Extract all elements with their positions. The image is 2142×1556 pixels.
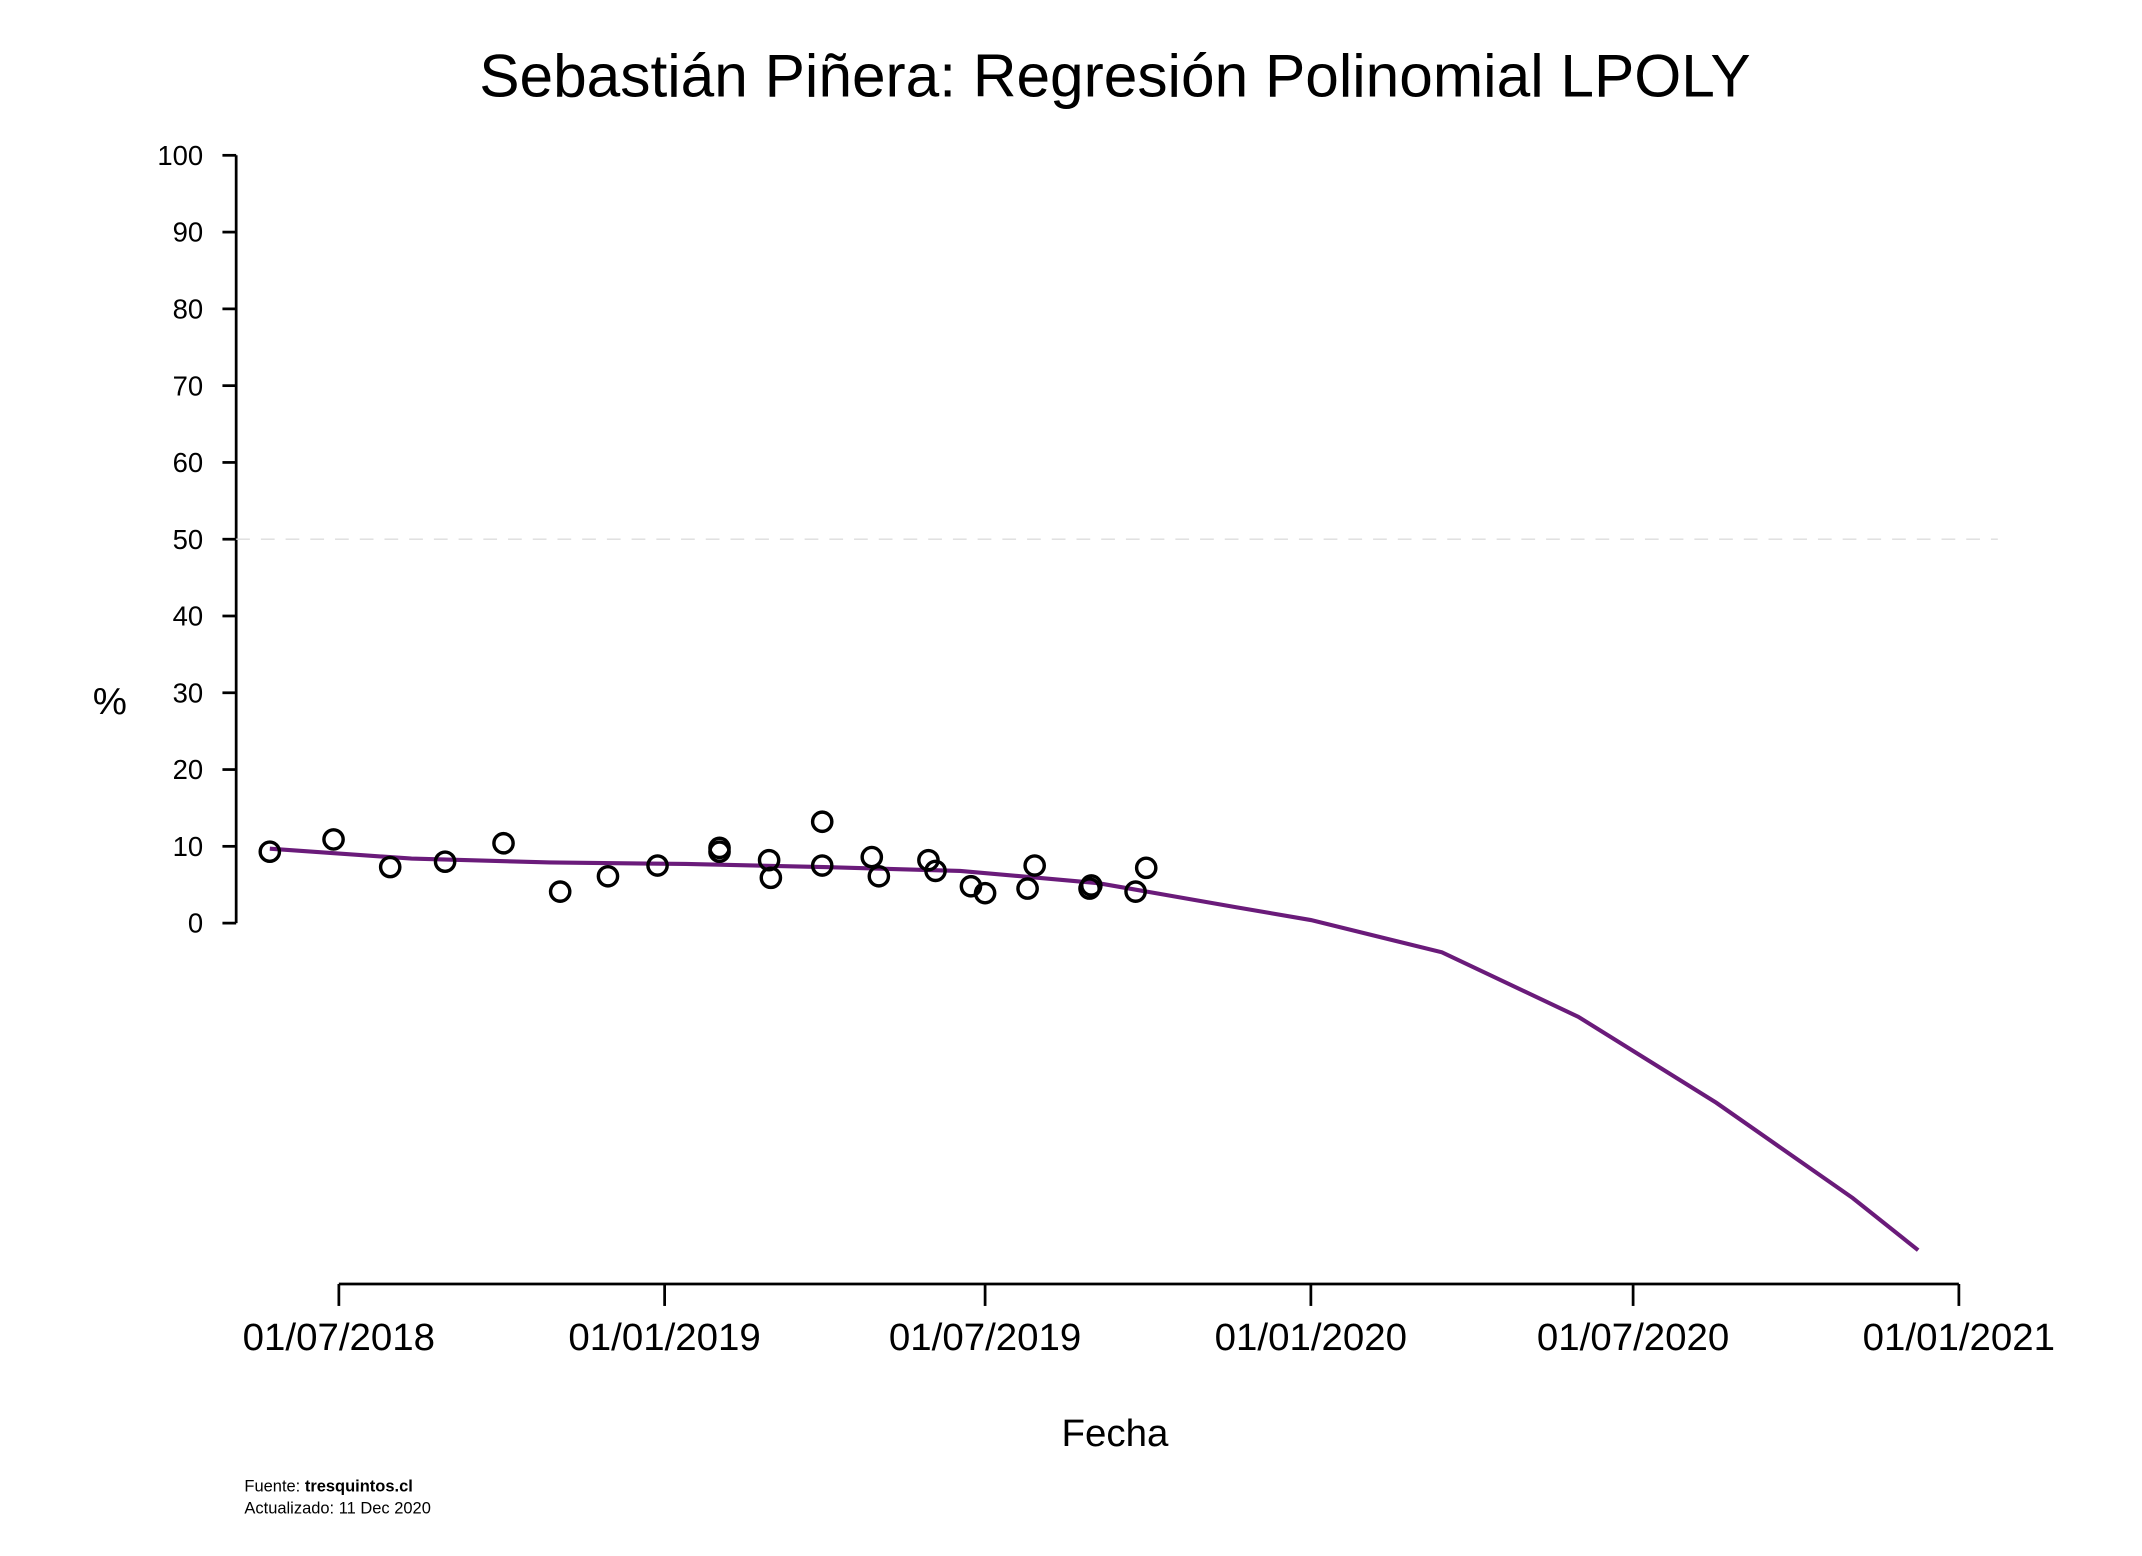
data-point	[1079, 874, 1103, 897]
y-tick-label: 80	[173, 293, 204, 324]
x-tick-label: 01/01/2019	[568, 1316, 760, 1359]
data-point	[548, 880, 572, 903]
updated: Actualizado: 11 Dec 2020	[244, 1499, 430, 1517]
fit-line	[269, 846, 1920, 1252]
data-point	[810, 810, 834, 834]
y-tick-label: 20	[173, 754, 204, 785]
data-point	[433, 850, 457, 874]
data-point	[867, 864, 891, 888]
data-point	[322, 828, 345, 851]
source-prefix: Fuente:	[244, 1477, 300, 1495]
data-point	[708, 840, 731, 864]
x-tick-label: 01/07/2018	[243, 1316, 435, 1359]
y-axis-label: %	[93, 680, 127, 723]
y-tick-label: 0	[188, 908, 203, 939]
data-point	[646, 854, 669, 877]
chart-title: Sebastián Piñera: Regresión Polinomial L…	[479, 41, 1750, 109]
data-point	[596, 864, 620, 888]
y-tick-label: 30	[173, 677, 204, 708]
data-point	[258, 840, 282, 864]
source-name: tresquintos.cl	[305, 1477, 413, 1495]
x-tick-label: 01/01/2021	[1863, 1316, 2055, 1359]
data-point	[810, 854, 834, 877]
x-axis-label: Fecha	[1062, 1412, 1169, 1455]
data-point	[973, 881, 997, 905]
y-tick-label: 10	[173, 831, 204, 862]
y-tick-label: 60	[173, 447, 204, 478]
data-point	[860, 845, 884, 869]
x-tick-label: 01/01/2020	[1215, 1316, 1407, 1359]
data-point	[492, 831, 515, 855]
data-point	[378, 855, 402, 879]
y-tick-label: 90	[173, 217, 204, 248]
source: Fuente: tresquintos.cl	[244, 1477, 412, 1495]
x-tick-label: 01/07/2019	[889, 1316, 1081, 1359]
data-point	[1016, 877, 1039, 900]
y-tick-label: 40	[173, 601, 204, 632]
data-point	[1023, 854, 1046, 877]
data-point	[1124, 880, 1147, 903]
y-tick-label: 70	[173, 370, 204, 401]
data-point	[924, 859, 947, 883]
y-tick-label: 50	[173, 524, 204, 555]
y-tick-label: 100	[157, 140, 203, 171]
data-point	[759, 866, 783, 890]
data-point	[1134, 856, 1158, 880]
x-tick-label: 01/07/2020	[1537, 1316, 1729, 1359]
